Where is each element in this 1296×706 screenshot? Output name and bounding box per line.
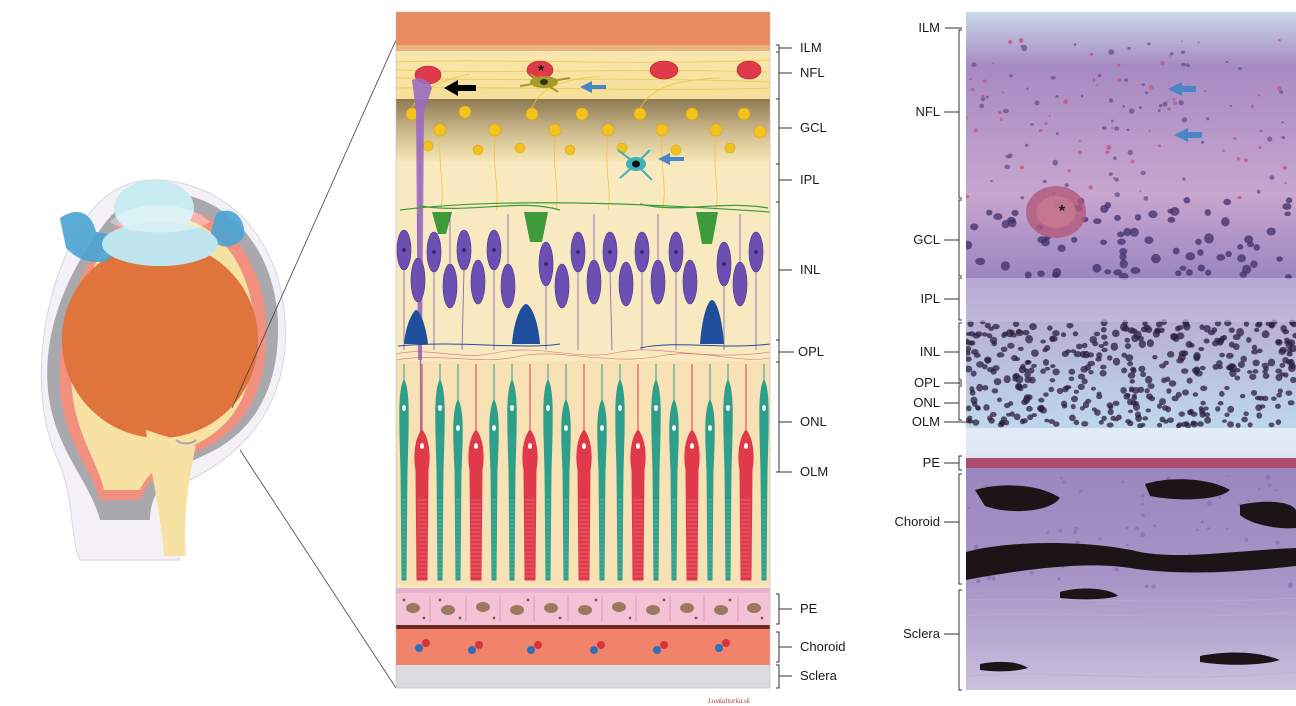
astrocyte xyxy=(519,73,571,93)
cone-photoreceptor xyxy=(684,364,700,581)
cone-photoreceptor xyxy=(630,364,646,581)
blue-arrow-icon xyxy=(1168,82,1196,96)
histo-label-ipl: IPL xyxy=(920,291,940,306)
rod-photoreceptor xyxy=(543,364,553,581)
zoom-line-top xyxy=(231,39,397,409)
ill-label-ilm: ILM xyxy=(800,40,822,55)
rod-photoreceptor xyxy=(615,364,625,581)
ill-label-inl: INL xyxy=(800,262,820,277)
rod-photoreceptor xyxy=(435,364,445,581)
rod-photoreceptor xyxy=(489,364,499,581)
ill-label-nfl: NFL xyxy=(800,65,825,80)
artist-signature: Loukaltorka.sk xyxy=(707,697,751,705)
ill-label-choroid: Choroid xyxy=(800,639,846,654)
blue-arrow-icon xyxy=(1174,128,1202,142)
rod-photoreceptor xyxy=(669,364,679,581)
histo-label-pe: PE xyxy=(923,455,941,470)
rod-photoreceptor xyxy=(399,364,409,581)
ill-label-ipl: IPL xyxy=(800,172,820,187)
histo-label-onl: ONL xyxy=(913,395,940,410)
black-arrow-icon xyxy=(444,80,476,96)
zoom-line-bottom xyxy=(239,449,397,689)
retina-illustration-panel xyxy=(396,12,770,688)
rod-photoreceptor xyxy=(507,364,517,581)
rod-photoreceptor xyxy=(651,364,661,581)
illustration-brackets xyxy=(776,44,794,689)
ill-label-olm: OLM xyxy=(800,464,828,479)
histo-label-opl: OPL xyxy=(914,375,940,390)
histology-micrograph xyxy=(966,12,1296,690)
histology-brackets xyxy=(944,27,966,691)
histo-label-inl: INL xyxy=(920,344,940,359)
blue-arrow-icon xyxy=(658,153,684,165)
rod-photoreceptor xyxy=(453,364,463,581)
blue-arrow-icon xyxy=(580,81,606,93)
rod-photoreceptor xyxy=(597,364,607,581)
rod-photoreceptor xyxy=(723,364,733,581)
cone-photoreceptor xyxy=(738,364,754,581)
ill-label-onl: ONL xyxy=(800,414,827,429)
histo-label-olm: OLM xyxy=(912,414,940,429)
blood-cell-pair xyxy=(415,639,430,652)
histo-label-ilm: ILM xyxy=(918,20,940,35)
cone-photoreceptor xyxy=(468,364,484,581)
cone-photoreceptor xyxy=(576,364,592,581)
microglia xyxy=(617,149,653,181)
ill-label-sclera: Sclera xyxy=(800,668,838,683)
histo-label-choroid: Choroid xyxy=(894,514,940,529)
eye-globe-cross-section xyxy=(40,179,286,561)
ill-label-opl: OPL xyxy=(798,344,824,359)
cone-photoreceptor xyxy=(522,364,538,581)
histo-label-nfl: NFL xyxy=(915,104,940,119)
muller-cell xyxy=(412,78,432,360)
asterisk-marker: * xyxy=(1059,203,1066,220)
cone-photoreceptor xyxy=(414,364,430,581)
ill-label-gcl: GCL xyxy=(800,120,827,135)
histo-label-gcl: GCL xyxy=(913,232,940,247)
rod-photoreceptor xyxy=(759,364,769,581)
rod-photoreceptor xyxy=(705,364,715,581)
histo-label-sclera: Sclera xyxy=(903,626,941,641)
asterisk-marker: * xyxy=(538,63,545,80)
rod-photoreceptor xyxy=(561,364,571,581)
ill-label-pe: PE xyxy=(800,601,818,616)
